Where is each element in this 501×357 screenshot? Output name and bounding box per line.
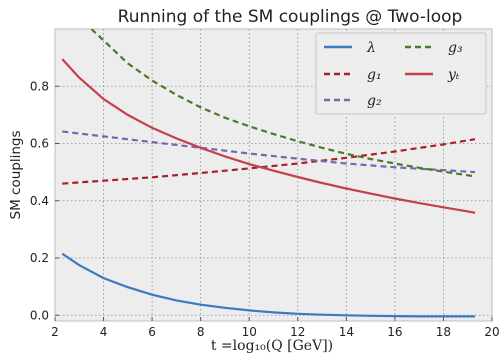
y-tick-label: 0.2 bbox=[30, 251, 49, 265]
x-tick-label: 16 bbox=[387, 325, 402, 339]
y-tick-label: 0.8 bbox=[30, 79, 49, 93]
y-tick-label: 0.4 bbox=[30, 194, 49, 208]
legend: λ g₃ g₁ yₜ g₂ bbox=[315, 32, 487, 115]
series-line-0 bbox=[61, 252, 475, 318]
y-tick-label: 0.6 bbox=[30, 137, 49, 151]
legend-label: g₃ bbox=[448, 40, 463, 56]
x-axis-label: t =log₁₀(Q [GeV]) bbox=[211, 338, 333, 354]
legend-box bbox=[315, 32, 487, 115]
legend-label: g₂ bbox=[367, 93, 382, 109]
legend-label: yₜ bbox=[447, 67, 460, 83]
x-tick-label: 10 bbox=[242, 325, 257, 339]
x-tick-label: 18 bbox=[436, 325, 451, 339]
axis-ticks: 2 4 6 8 10 12 14 16 18 20 0.0 0.2 0.4 0.6 0.8 bbox=[30, 79, 500, 339]
y-axis-label: SM couplings bbox=[8, 131, 24, 220]
chart-title: Running of the SM couplings @ Two-loop bbox=[118, 7, 463, 27]
legend-label: g₁ bbox=[367, 67, 382, 83]
legend-label: λ bbox=[366, 40, 376, 56]
series-line-4 bbox=[61, 58, 476, 214]
series-line-3 bbox=[90, 29, 476, 178]
x-tick-label: 6 bbox=[148, 325, 156, 339]
x-tick-label: 4 bbox=[100, 325, 108, 339]
x-tick-label: 20 bbox=[484, 325, 499, 339]
x-tick-label: 2 bbox=[51, 325, 59, 339]
series-line-1 bbox=[62, 138, 476, 185]
x-tick-label: 8 bbox=[197, 325, 205, 339]
series-lines bbox=[61, 29, 476, 318]
x-tick-label: 14 bbox=[339, 325, 354, 339]
x-tick-label: 12 bbox=[290, 325, 305, 339]
y-tick-label: 0.0 bbox=[30, 308, 49, 322]
series-line-2 bbox=[62, 130, 476, 174]
